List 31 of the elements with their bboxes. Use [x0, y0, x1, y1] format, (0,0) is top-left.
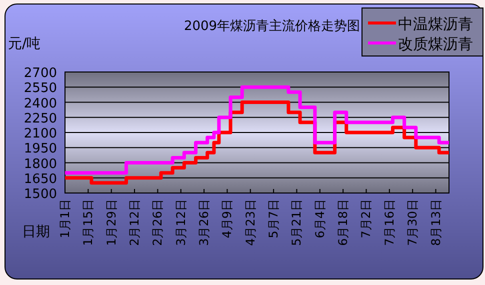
x-axis-title: 日期: [22, 224, 50, 240]
x-tick-label: 3月26日: [197, 199, 212, 246]
legend-label: 改质煤沥青: [398, 35, 473, 53]
x-tick-label: 2月12日: [128, 199, 142, 246]
y-axis-title: 元/吨: [8, 36, 41, 52]
x-tick-label: 7月2日: [359, 199, 374, 238]
x-tick-label: 1月1日: [58, 199, 72, 238]
x-tick-label: 8月13日: [428, 199, 443, 246]
y-tick-label: 2400: [24, 96, 57, 112]
y-tick-label: 2700: [24, 66, 57, 81]
x-tick-label: 5月21日: [290, 199, 304, 246]
x-tick-label: 1月29日: [104, 199, 118, 246]
x-tick-label: 4月23日: [243, 199, 258, 246]
x-tick-label: 6月18日: [336, 199, 350, 246]
x-tick-label: 2月26日: [150, 199, 165, 246]
y-tick-label: 2550: [24, 81, 57, 96]
x-tick-label: 1月15日: [81, 199, 96, 246]
x-tick-label: 7月30日: [406, 199, 420, 246]
y-tick-label: 1650: [24, 172, 57, 187]
y-tick-label: 1500: [24, 187, 57, 202]
x-tick-label: 5月7日: [266, 199, 281, 238]
x-tick-label: 3月12日: [174, 199, 188, 246]
x-tick-label: 7月16日: [382, 199, 396, 246]
chart-title: 2009年煤沥青主流价格走势图: [184, 18, 360, 34]
y-tick-label: 1950: [24, 142, 57, 157]
y-tick-label: 2250: [24, 111, 57, 126]
x-tick-label: 6月4日: [312, 199, 327, 238]
x-tick-label: 4月9日: [220, 199, 234, 238]
y-tick-label: 2100: [24, 126, 57, 142]
legend-label: 中温煤沥青: [398, 15, 473, 33]
y-tick-label: 1800: [24, 156, 57, 172]
